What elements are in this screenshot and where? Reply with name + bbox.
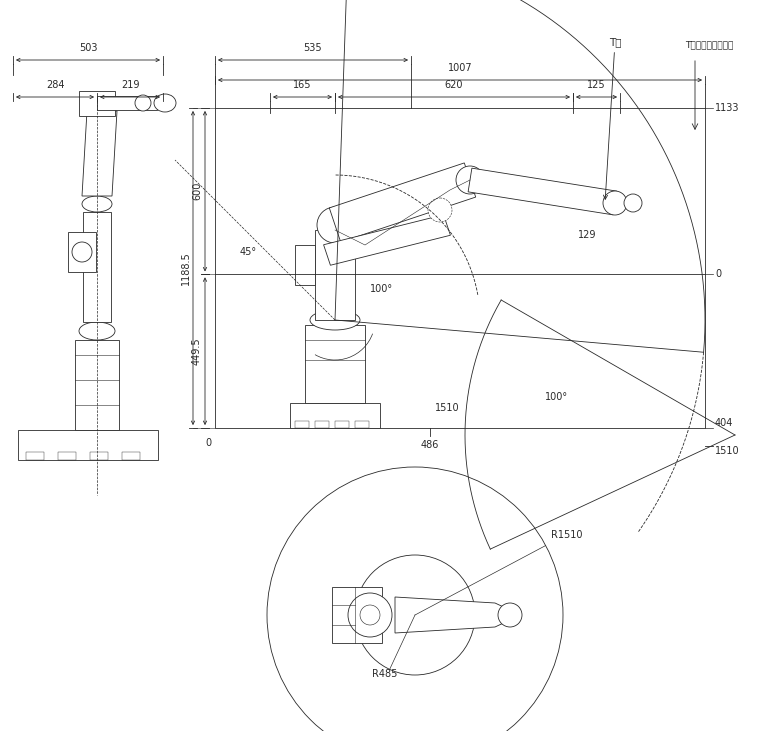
Bar xyxy=(295,245,315,285)
Polygon shape xyxy=(395,597,510,633)
Circle shape xyxy=(624,194,642,212)
Text: 535: 535 xyxy=(304,43,323,53)
Bar xyxy=(97,96,157,110)
Circle shape xyxy=(603,191,627,215)
Text: 620: 620 xyxy=(445,80,464,90)
Text: 129: 129 xyxy=(578,230,597,240)
Bar xyxy=(75,340,119,430)
Polygon shape xyxy=(323,215,450,265)
Text: 449.5: 449.5 xyxy=(192,338,202,365)
Text: 45°: 45° xyxy=(240,247,257,257)
Text: 1133: 1133 xyxy=(715,103,739,113)
Circle shape xyxy=(348,593,392,637)
Text: 100°: 100° xyxy=(545,392,568,402)
Text: 486: 486 xyxy=(420,440,439,450)
Bar xyxy=(26,452,44,460)
Bar xyxy=(315,421,329,428)
Bar xyxy=(305,325,365,403)
Circle shape xyxy=(360,605,380,625)
Bar xyxy=(68,232,96,272)
Ellipse shape xyxy=(82,196,112,212)
Bar xyxy=(90,452,108,460)
Text: 1007: 1007 xyxy=(448,63,472,73)
Text: 404: 404 xyxy=(715,418,734,428)
Bar xyxy=(79,91,115,116)
Text: 1188.5: 1188.5 xyxy=(181,251,191,285)
Text: 100°: 100° xyxy=(370,284,393,294)
Text: 503: 503 xyxy=(79,43,97,53)
FancyBboxPatch shape xyxy=(18,430,158,460)
Bar xyxy=(122,452,140,460)
Text: 165: 165 xyxy=(294,80,312,90)
Bar xyxy=(355,421,369,428)
Ellipse shape xyxy=(72,242,92,262)
Polygon shape xyxy=(468,168,617,215)
Text: 0: 0 xyxy=(715,270,721,279)
Text: 1510: 1510 xyxy=(435,403,460,412)
Bar xyxy=(295,421,309,428)
Ellipse shape xyxy=(154,94,176,112)
Bar xyxy=(332,587,382,643)
Text: R1510: R1510 xyxy=(550,529,583,539)
Polygon shape xyxy=(82,111,117,196)
Text: T点: T点 xyxy=(604,37,621,200)
Text: 1510: 1510 xyxy=(715,446,740,456)
Bar xyxy=(215,108,705,428)
Text: 284: 284 xyxy=(45,80,64,90)
Circle shape xyxy=(456,166,484,194)
Bar xyxy=(315,230,355,320)
Text: T点最大运动范围图: T点最大运动范围图 xyxy=(685,40,734,50)
Text: 219: 219 xyxy=(121,80,139,90)
Circle shape xyxy=(317,207,353,243)
Text: 125: 125 xyxy=(587,80,606,90)
Bar xyxy=(335,421,349,428)
Circle shape xyxy=(428,198,452,222)
Text: R485: R485 xyxy=(372,670,397,679)
Polygon shape xyxy=(330,163,476,242)
Text: 0: 0 xyxy=(206,438,212,448)
Circle shape xyxy=(498,603,522,627)
Ellipse shape xyxy=(135,95,151,111)
Ellipse shape xyxy=(310,310,360,330)
Text: 600: 600 xyxy=(192,182,202,200)
Ellipse shape xyxy=(79,322,115,340)
Bar xyxy=(83,212,111,322)
Bar xyxy=(58,452,76,460)
Bar xyxy=(290,403,380,428)
